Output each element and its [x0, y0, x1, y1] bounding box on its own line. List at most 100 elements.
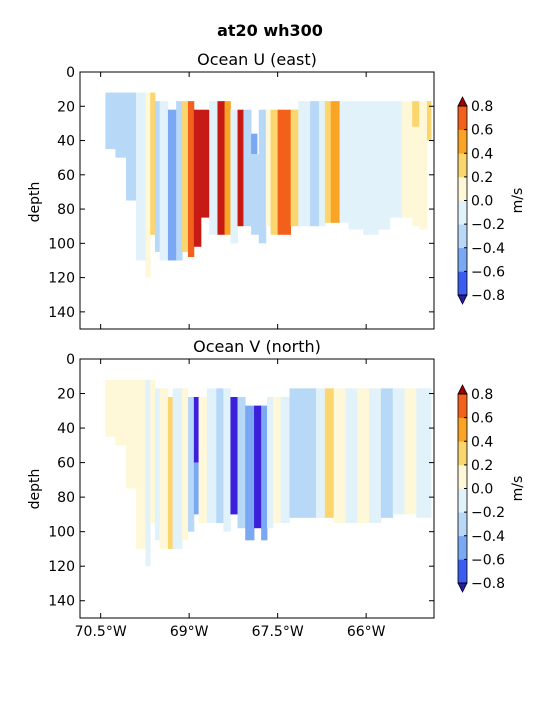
colorbar-extend-min	[457, 582, 468, 593]
heatmap-cell	[345, 388, 358, 524]
heatmap-cell	[187, 396, 195, 532]
colorbar-segment	[458, 559, 467, 584]
heatmap-cell	[277, 109, 292, 235]
colorbar-label: m/s	[510, 476, 526, 502]
colorbar-segment	[458, 488, 467, 513]
ocean-u-panel: Ocean U (east) 0 20 40 60 80 100 120 140 depth −0.…	[27, 50, 526, 330]
heatmap-cell	[251, 133, 258, 155]
heatmap-cells	[105, 379, 432, 567]
heatmap-cell	[330, 101, 340, 223]
heatmap-cell	[126, 92, 137, 201]
heatmap-cell	[318, 101, 326, 227]
heatmap-cell	[426, 101, 432, 141]
colorbar-tick-label: −0.6	[471, 552, 505, 568]
heatmap-cell	[401, 101, 413, 218]
heatmap-cell	[217, 101, 225, 235]
heatmap-cell	[316, 388, 326, 518]
y-tick-label: 60	[57, 456, 75, 472]
heatmap-cell	[145, 379, 151, 567]
colorbar-tick-label: 0.6	[471, 123, 493, 139]
heatmap-cell	[182, 101, 189, 252]
heatmap-cell	[136, 379, 146, 549]
colorbar-extend-max	[457, 384, 468, 395]
heatmap-cell	[200, 109, 210, 218]
colorbar-tick-label: −0.2	[471, 217, 505, 233]
y-tick-label: 40	[57, 421, 75, 437]
y-tick-label: 120	[48, 271, 75, 287]
x-tick-label: 69°W	[170, 624, 209, 640]
heatmap-cell	[115, 379, 127, 446]
heatmap-cell	[369, 388, 382, 524]
colorbar-tick-label: −0.4	[471, 529, 505, 545]
y-tick-label: 0	[66, 65, 75, 81]
colorbar-tick-label: −0.2	[471, 505, 505, 521]
colorbar-segment	[458, 441, 467, 466]
heatmap-cell	[289, 388, 299, 518]
heatmap-cell	[115, 92, 127, 158]
figure-suptitle: at20 wh300	[217, 21, 323, 40]
heatmap-cell	[245, 405, 255, 541]
heatmap-cell	[167, 109, 177, 261]
heatmap-cell	[389, 101, 402, 218]
colorbar-tick-label: 0.8	[471, 387, 493, 403]
heatmap-cell	[237, 109, 244, 227]
heatmap-cell	[258, 109, 267, 244]
heatmap-cell	[216, 388, 224, 524]
heatmap-cell	[159, 101, 169, 261]
y-tick-label: 20	[57, 99, 75, 115]
y-axis-label: depth	[27, 469, 43, 510]
panel-title: Ocean V (north)	[193, 337, 321, 356]
heatmap-cell	[154, 101, 161, 252]
colorbar-segment	[458, 200, 467, 225]
heatmap-cell	[230, 396, 238, 515]
colorbar-segment	[458, 129, 467, 154]
heatmap-cell	[126, 379, 137, 489]
heatmap-cell	[333, 388, 346, 524]
colorbar-tick-label: 0.4	[471, 146, 493, 162]
plot-frame	[79, 358, 435, 619]
heatmap-cell	[261, 405, 268, 541]
heatmap-cell	[412, 101, 420, 127]
heatmap-cell	[339, 101, 349, 223]
colorbar: −0.8 −0.6 −0.4 −0.2 0.0 0.2 0.4 0.6 0.8 m/s	[457, 96, 526, 305]
y-tick-label: 100	[48, 236, 75, 252]
heatmap-cell	[419, 101, 428, 230]
heatmap-cells	[105, 92, 432, 278]
colorbar-extend-min	[457, 294, 468, 305]
heatmap-cell	[243, 109, 252, 227]
colorbar-tick-label: 0.8	[471, 99, 493, 115]
y-tick-label: 40	[57, 134, 75, 150]
colorbar-tick-label: −0.6	[471, 264, 505, 280]
heatmap-cell	[176, 101, 183, 261]
colorbar-segment	[458, 271, 467, 296]
x-tick-label: 66°W	[347, 624, 386, 640]
heatmap-cell	[363, 101, 379, 235]
heatmap-cell	[307, 388, 317, 518]
heatmap-cell	[251, 154, 260, 235]
x-tick-label: 67.5°W	[252, 624, 304, 640]
y-tick-label: 0	[66, 352, 75, 368]
colorbar-tick-label: 0.2	[471, 170, 493, 186]
y-tick-label: 120	[48, 559, 75, 575]
heatmap-cell	[206, 388, 217, 524]
heatmap-cell	[193, 396, 199, 463]
colorbar-tick-label: −0.4	[471, 241, 505, 257]
heatmap-cell	[265, 109, 271, 227]
heatmap-cell	[167, 396, 174, 549]
colorbar-segment	[458, 512, 467, 537]
heatmap-cell	[193, 109, 202, 247]
y-tick-label: 100	[48, 525, 75, 541]
heatmap-cell	[223, 388, 231, 532]
heatmap-cell	[357, 388, 370, 524]
heatmap-cell	[209, 101, 218, 235]
y-tick-label: 60	[57, 168, 75, 184]
heatmap-cell	[280, 396, 290, 524]
colorbar-tick-label: 0.0	[471, 482, 493, 498]
heatmap-cell	[159, 388, 169, 549]
heatmap-cell	[298, 388, 308, 518]
heatmap-cell	[145, 92, 151, 278]
heatmap-cell	[254, 405, 262, 529]
heatmap-cell	[267, 396, 274, 529]
